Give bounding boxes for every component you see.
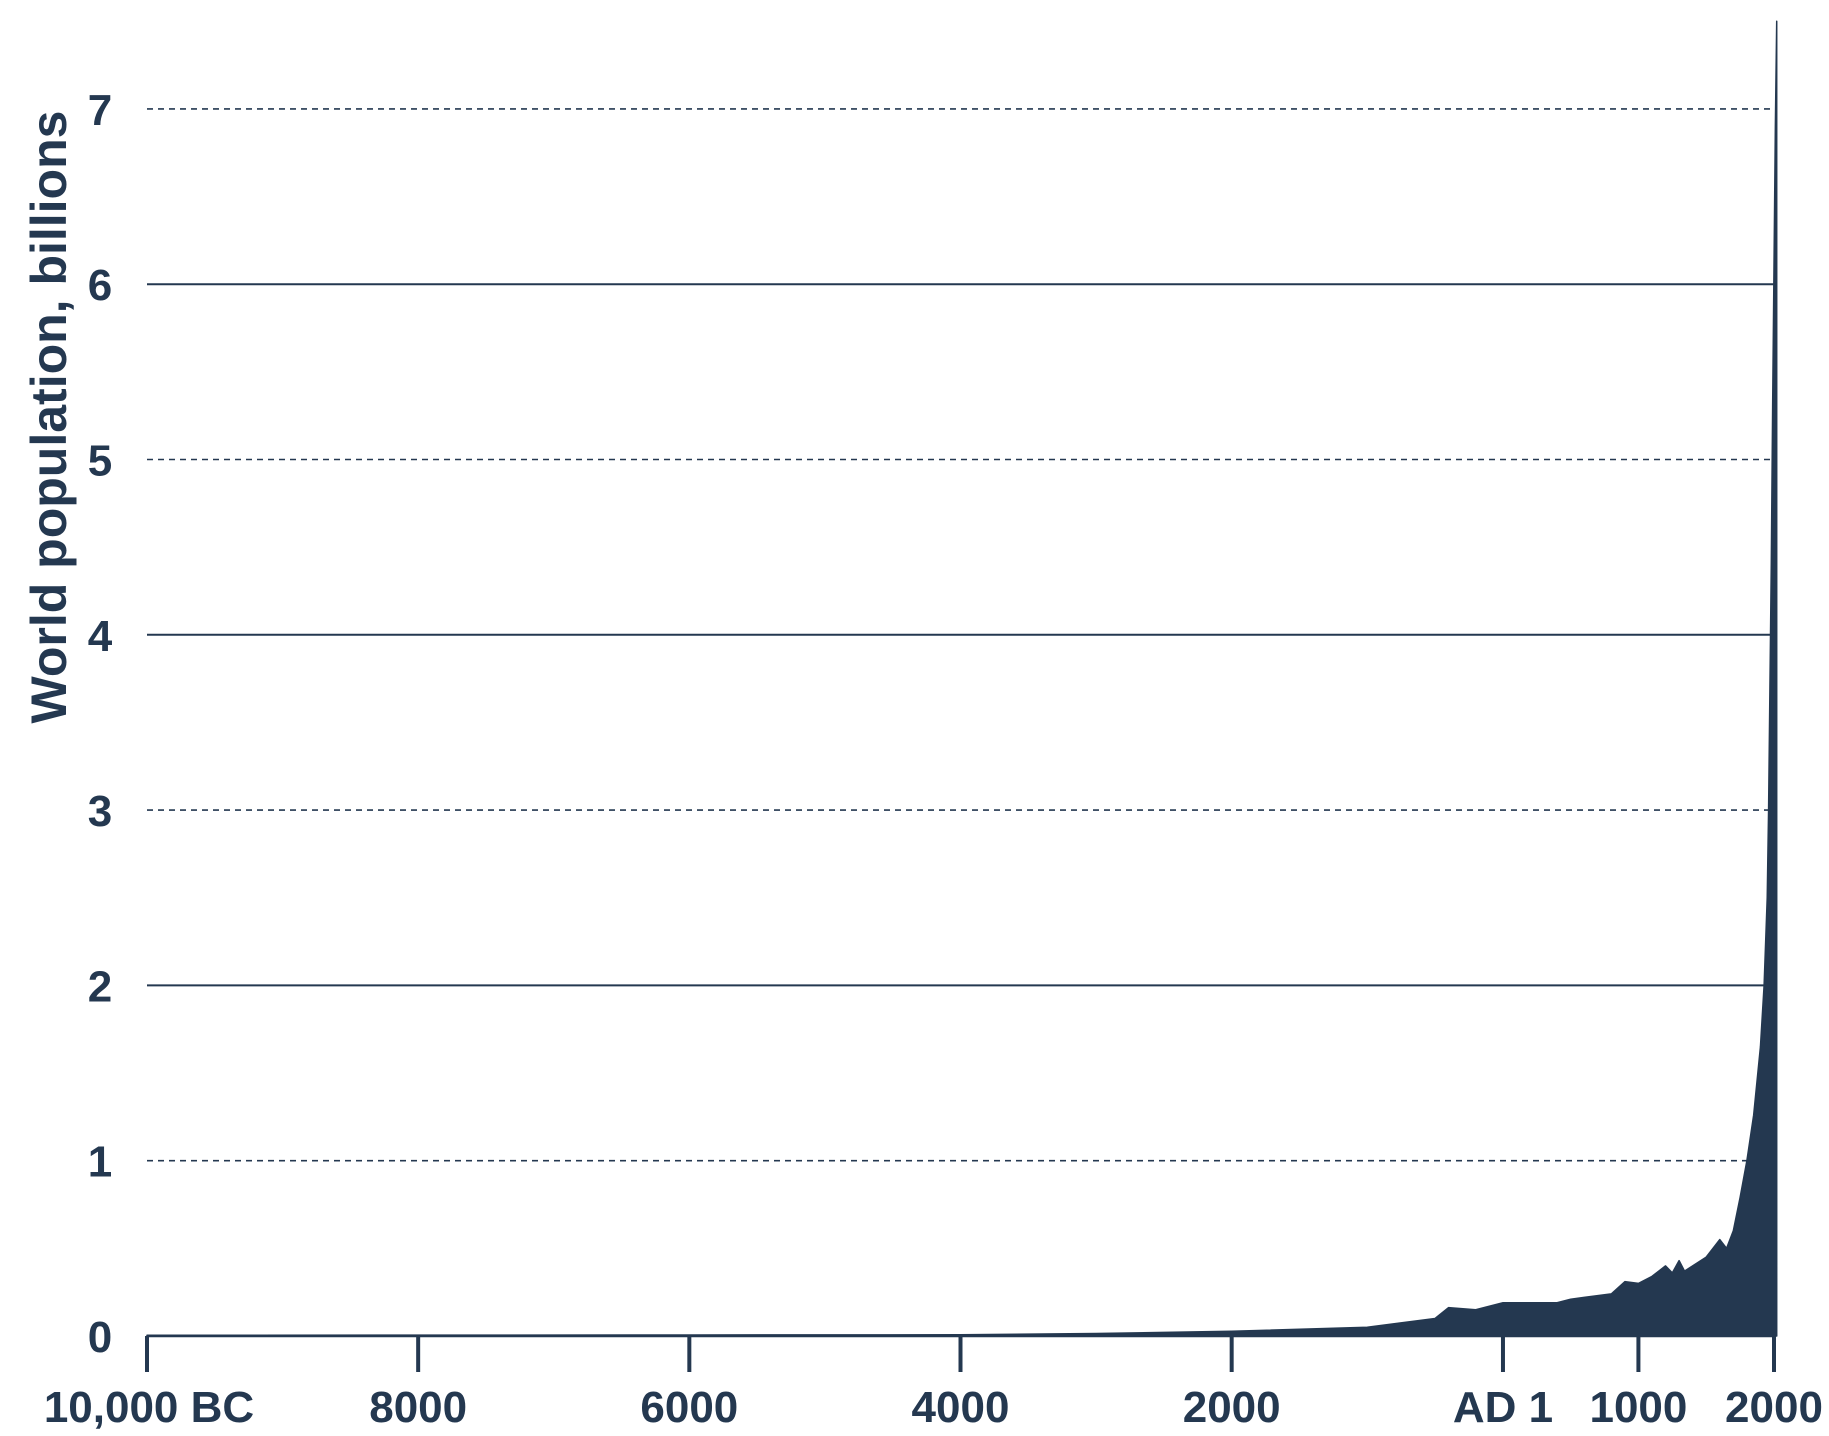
series-area-0: [146, 20, 1778, 1337]
x-tick-label: 6000: [640, 1383, 738, 1431]
x-axis: 10,000 BC 8000 6000 4000 2000 AD 1 1000 2000: [44, 1334, 1823, 1432]
x-tick-label: 1000: [1589, 1383, 1687, 1431]
area-layer: [146, 20, 1778, 1337]
y-tick-label: 6: [88, 261, 112, 310]
x-tick-label: 8000: [369, 1383, 467, 1431]
y-tick-label: 2: [88, 962, 112, 1011]
x-tick-label: 2000: [1183, 1383, 1281, 1431]
y-axis-title: World population, billions: [21, 111, 77, 724]
y-tick-label: 0: [88, 1313, 112, 1362]
x-tick-label: AD 1: [1453, 1383, 1553, 1431]
y-axis: 0 1 2 3 4 5 6 7: [88, 86, 113, 1362]
y-tick-label: 1: [88, 1138, 112, 1187]
y-tick-label: 4: [88, 612, 113, 661]
y-tick-label: 5: [88, 437, 112, 486]
x-tick-label: 2000: [1725, 1383, 1823, 1431]
y-tick-label: 3: [88, 787, 112, 836]
y-tick-label: 7: [88, 86, 112, 135]
gridlines: [147, 108, 1774, 1162]
x-tick-label: 10,000 BC: [44, 1383, 254, 1431]
x-tick-label: 4000: [912, 1383, 1010, 1431]
